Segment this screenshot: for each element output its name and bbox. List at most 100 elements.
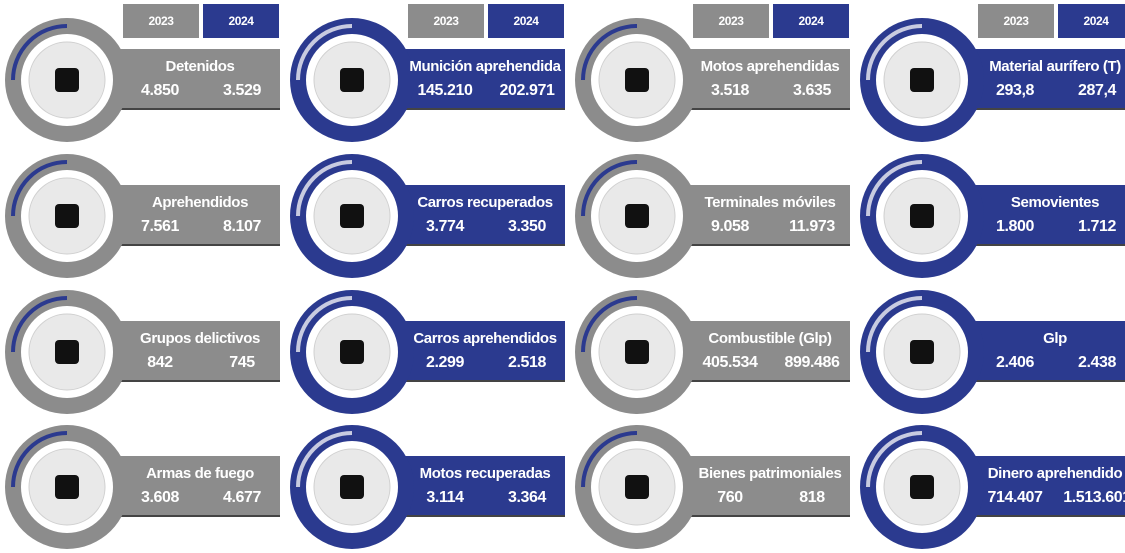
card-label: Aprehendidos (152, 194, 248, 211)
card-label: Motos recuperadas (420, 465, 551, 482)
banner (100, 456, 280, 516)
banner (670, 185, 850, 245)
banner (100, 49, 280, 109)
icon (910, 68, 934, 92)
banner (385, 321, 565, 381)
year-label: 2023 (718, 14, 744, 28)
banner (385, 185, 565, 245)
icon (625, 68, 649, 92)
value-2024: 11.973 (789, 218, 835, 235)
year-box (408, 4, 484, 38)
banner (670, 49, 850, 109)
banner (670, 456, 850, 516)
ring-accent (296, 296, 353, 353)
year-label: 2023 (433, 14, 459, 28)
value-2023: 405.534 (702, 354, 758, 371)
year-box (1058, 4, 1125, 38)
icon (910, 475, 934, 499)
value-2024: 745 (229, 354, 255, 371)
icon (340, 475, 364, 499)
value-2023: 842 (147, 354, 173, 371)
banner (100, 321, 280, 381)
value-2024: 8.107 (223, 218, 262, 235)
value-2024: 3.364 (508, 489, 547, 506)
card-label: Terminales móviles (705, 194, 836, 211)
icon (55, 68, 79, 92)
value-2023: 3.608 (141, 489, 180, 506)
value-2024: 1.513.601 (1063, 489, 1125, 506)
ring-accent (11, 296, 68, 353)
value-2024: 2.518 (508, 354, 547, 371)
banner (670, 321, 850, 381)
card-label: Bienes patrimoniales (699, 465, 842, 482)
year-box (123, 4, 199, 38)
ring-accent (11, 431, 68, 488)
card-label: Motos aprehendidas (701, 58, 840, 75)
card-label: Munición aprehendida (409, 58, 561, 75)
year-label: 2024 (513, 14, 539, 28)
ring-accent (866, 160, 923, 217)
value-2023: 3.114 (426, 489, 464, 506)
icon (55, 204, 79, 228)
ring-accent (11, 160, 68, 217)
ring-accent (11, 24, 68, 81)
value-2023: 714.407 (987, 489, 1043, 506)
value-2024: 3.350 (508, 218, 547, 235)
value-2024: 2.438 (1078, 354, 1117, 371)
value-2024: 3.529 (223, 82, 262, 99)
value-2023: 3.774 (426, 218, 465, 235)
icon (625, 475, 649, 499)
ring-accent (866, 431, 923, 488)
banner (100, 185, 280, 245)
year-box (978, 4, 1054, 38)
value-2023: 9.058 (711, 218, 750, 235)
card-label: Armas de fuego (146, 465, 254, 482)
value-2023: 1.800 (996, 218, 1035, 235)
card-label: Grupos delictivos (140, 330, 260, 347)
card-label: Detenidos (166, 58, 235, 75)
year-box (773, 4, 849, 38)
value-2024: 3.635 (793, 82, 832, 99)
card-label: Semovientes (1011, 194, 1099, 211)
value-2024: 202.971 (499, 82, 555, 99)
icon (340, 68, 364, 92)
card-label: Combustible (Glp) (708, 330, 832, 347)
value-2024: 1.712 (1078, 218, 1117, 235)
year-label: 2024 (228, 14, 254, 28)
value-2023: 293,8 (996, 82, 1035, 99)
year-box (203, 4, 279, 38)
icon (340, 204, 364, 228)
year-label: 2024 (1083, 14, 1109, 28)
icon (625, 204, 649, 228)
card-label: Glp (1043, 330, 1067, 347)
ring-accent (581, 160, 638, 217)
value-2024: 287,4 (1078, 82, 1117, 99)
ring-accent (296, 160, 353, 217)
ring-accent (866, 24, 923, 81)
year-box (488, 4, 564, 38)
ring-accent (581, 24, 638, 81)
icon (910, 340, 934, 364)
value-2023: 145.210 (417, 82, 473, 99)
icon (55, 340, 79, 364)
ring-accent (581, 431, 638, 488)
value-2023: 7.561 (141, 218, 180, 235)
card-label: Carros recuperados (417, 194, 552, 211)
icon (910, 204, 934, 228)
ring-accent (866, 296, 923, 353)
ring-accent (296, 24, 353, 81)
value-2024: 818 (799, 489, 825, 506)
icon (55, 475, 79, 499)
year-label: 2024 (798, 14, 824, 28)
value-2024: 4.677 (223, 489, 262, 506)
icon (625, 340, 649, 364)
ring-accent (581, 296, 638, 353)
year-box (693, 4, 769, 38)
card-label: Dinero aprehendido (988, 465, 1123, 482)
card-label: Material aurífero (T) (989, 58, 1121, 75)
value-2023: 2.299 (426, 354, 465, 371)
year-label: 2023 (1003, 14, 1029, 28)
card-label: Carros aprehendidos (413, 330, 556, 347)
